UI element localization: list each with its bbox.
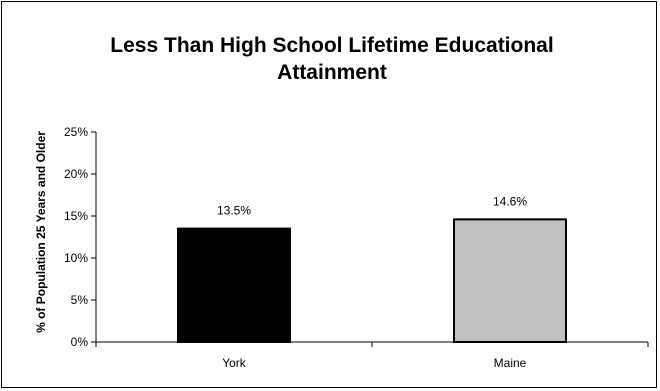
- y-tick-label: 20%: [64, 167, 88, 181]
- y-tick-label: 5%: [71, 293, 89, 307]
- y-axis: 0% 5% 10% 15% 20% 25%: [64, 125, 97, 349]
- x-axis: York Maine: [95, 341, 649, 370]
- data-label-york: 13.5%: [217, 204, 251, 218]
- bar-york: [177, 227, 291, 344]
- y-tick-label: 10%: [64, 251, 88, 265]
- y-axis-title: % of Population 25 Years and Older: [34, 131, 48, 333]
- chart-title: Less Than High School Lifetime Education…: [110, 34, 554, 84]
- y-tick-label: 0%: [71, 335, 89, 349]
- y-tick-label: 15%: [64, 209, 88, 223]
- y-tick-label: 25%: [64, 125, 88, 139]
- x-tick-label-york: York: [222, 356, 247, 370]
- x-tick-label-maine: Maine: [494, 356, 527, 370]
- bar-maine: [453, 218, 567, 343]
- data-label-maine: 14.6%: [493, 194, 527, 208]
- bars: 13.5% 14.6%: [177, 194, 567, 344]
